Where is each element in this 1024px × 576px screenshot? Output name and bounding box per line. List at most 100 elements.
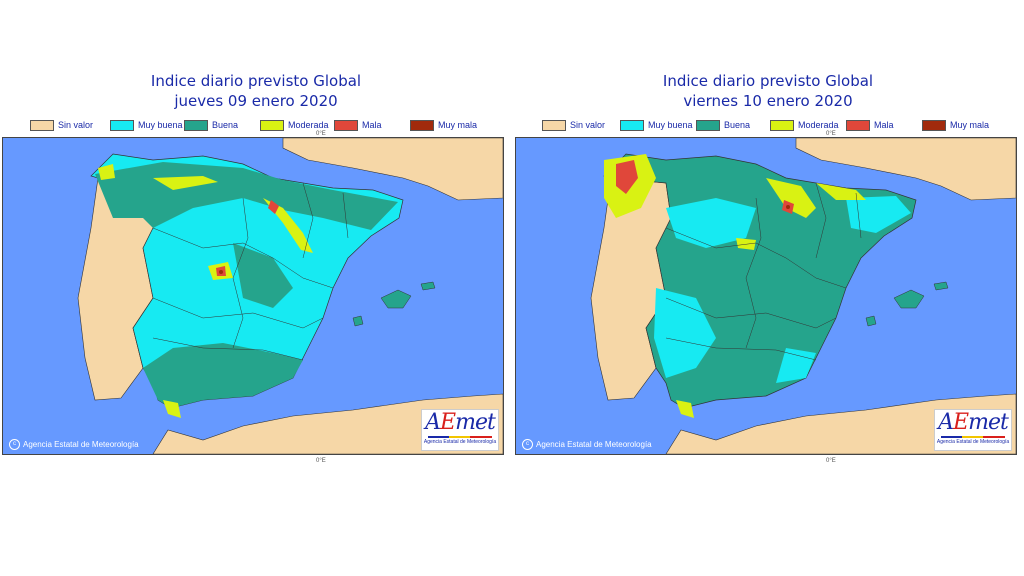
balearic-islands <box>933 281 949 291</box>
aemet-logo: AEmet Agencia Estatal de Meteorología <box>421 409 499 451</box>
region-border <box>665 227 847 289</box>
logo-stripes <box>428 436 492 438</box>
legend-swatch <box>846 119 870 131</box>
balearic-islands <box>865 315 877 327</box>
map-canvas <box>3 138 503 454</box>
longitude-tick: 0°E <box>316 131 326 137</box>
moderada-zone <box>816 183 866 200</box>
legend-item-muy-buena: Muy buena <box>620 118 693 132</box>
muy-buena-zone <box>666 198 756 248</box>
legend: Sin valor Muy buena Buena Moderada Mala … <box>0 118 512 132</box>
copyright-icon: c <box>9 439 20 450</box>
map-canvas <box>516 138 1016 454</box>
legend-item-moderada: Moderada <box>770 118 839 132</box>
region-border <box>745 197 762 349</box>
legend-item-muy-mala: Muy mala <box>410 118 477 132</box>
legend-label: Muy buena <box>138 120 183 130</box>
legend-item-muy-mala: Muy mala <box>922 118 989 132</box>
region-border <box>342 192 349 239</box>
legend-swatch <box>410 119 434 131</box>
legend-item-mala: Mala <box>846 118 894 132</box>
moderada-zone <box>163 400 181 418</box>
france-land <box>282 138 503 201</box>
air-quality-map: c Agencia Estatal de Meteorología AEmet … <box>515 137 1017 455</box>
region-border <box>232 197 249 349</box>
legend-swatch <box>110 119 134 131</box>
legend-swatch <box>620 119 644 131</box>
legend-label: Buena <box>724 120 751 130</box>
africa-land <box>665 393 1016 454</box>
region-border <box>152 297 324 329</box>
region-border <box>152 337 304 361</box>
legend-item-buena: Buena <box>696 118 750 132</box>
map-panel-friday: Indice diario previsto Global viernes 10… <box>512 0 1024 576</box>
legend-swatch <box>30 119 54 131</box>
credit: c Agencia Estatal de Meteorología <box>522 439 652 450</box>
muy-buena-zone <box>846 196 911 233</box>
legend-swatch <box>334 119 358 131</box>
buena-zone <box>233 243 293 308</box>
legend-label: Mala <box>362 120 382 130</box>
map-date: jueves 09 enero 2020 <box>174 92 338 110</box>
legend-swatch <box>260 119 284 131</box>
legend-swatch <box>922 119 946 131</box>
buena-zone <box>143 343 303 408</box>
credit-text: Agencia Estatal de Meteorología <box>536 440 652 449</box>
longitude-tick: 0°E <box>826 458 836 464</box>
balearic-islands <box>420 281 436 291</box>
legend-label: Moderada <box>798 120 839 130</box>
balearic-islands <box>352 315 364 327</box>
map-title: Indice diario previsto Global <box>150 72 362 90</box>
legend-item-muy-buena: Muy buena <box>110 118 183 132</box>
moderada-zone <box>153 176 218 190</box>
balearic-islands <box>893 289 925 309</box>
legend-item-sin-valor: Sin valor <box>30 118 93 132</box>
logo-wordmark: AEmet <box>425 410 496 435</box>
map-panel-thursday: Indice diario previsto Global jueves 09 … <box>0 72 512 464</box>
legend-item-sin-valor: Sin valor <box>542 118 605 132</box>
legend-label: Muy mala <box>950 120 990 130</box>
mala-zone <box>268 200 279 214</box>
moderada-zone <box>98 164 115 180</box>
muy-buena-zone <box>654 288 716 378</box>
credit: c Agencia Estatal de Meteorología <box>9 439 139 450</box>
longitude-tick: 0°E <box>316 458 326 464</box>
legend-label: Sin valor <box>58 120 94 130</box>
moderada-zone <box>766 178 816 218</box>
credit-text: Agencia Estatal de Meteorología <box>23 440 139 449</box>
logo-subtitle: Agencia Estatal de Meteorología <box>936 439 1010 445</box>
legend-label: Moderada <box>288 120 329 130</box>
balearic-islands <box>380 289 412 309</box>
logo-wordmark: AEmet <box>938 410 1009 435</box>
mala-zone <box>616 160 638 194</box>
aemet-logo: AEmet Agencia Estatal de Meteorología <box>934 409 1012 451</box>
legend-item-moderada: Moderada <box>260 118 329 132</box>
legend-swatch <box>770 119 794 131</box>
region-border <box>855 192 862 239</box>
region-border <box>152 227 334 289</box>
region-border <box>665 337 817 361</box>
legend-label: Buena <box>212 120 239 130</box>
muy-mala-spot <box>786 205 790 209</box>
logo-subtitle: Agencia Estatal de Meteorología <box>423 439 497 445</box>
muy-buena-zone <box>776 348 816 383</box>
muy-mala-spot <box>219 270 223 274</box>
region-border <box>302 182 314 259</box>
legend-label: Muy mala <box>438 120 478 130</box>
legend-label: Muy buena <box>648 120 693 130</box>
copyright-icon: c <box>522 439 533 450</box>
legend-label: Sin valor <box>570 120 606 130</box>
moderada-zone <box>676 400 694 418</box>
map-title: Indice diario previsto Global <box>662 72 874 90</box>
legend-swatch <box>184 119 208 131</box>
longitude-tick: 0°E <box>826 131 836 137</box>
region-border <box>665 297 837 329</box>
air-quality-map: c Agencia Estatal de Meteorología AEmet … <box>2 137 504 455</box>
legend-label: Mala <box>874 120 894 130</box>
france-land <box>795 138 1016 201</box>
legend: Sin valor Muy buena Buena Moderada Mala … <box>512 118 1024 132</box>
logo-stripes <box>941 436 1005 438</box>
legend-swatch <box>696 119 720 131</box>
legend-item-buena: Buena <box>184 118 238 132</box>
map-date: viernes 10 enero 2020 <box>683 92 853 110</box>
